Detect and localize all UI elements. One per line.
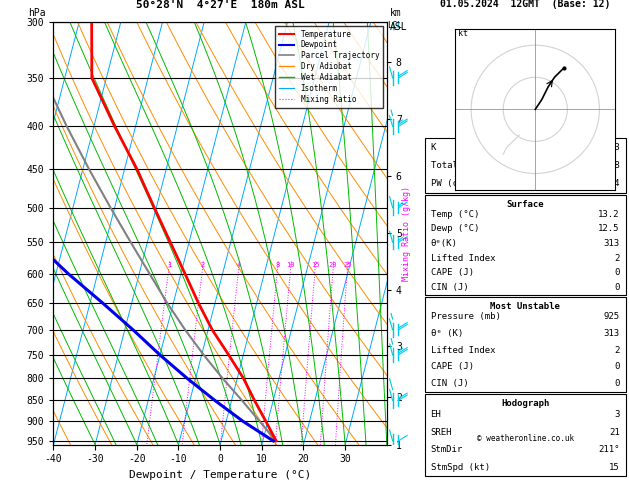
Text: 2.14: 2.14 <box>598 179 620 189</box>
Text: EH: EH <box>431 410 442 419</box>
Text: Mixing Ratio (g/kg): Mixing Ratio (g/kg) <box>403 186 411 281</box>
Text: CAPE (J): CAPE (J) <box>431 363 474 371</box>
Text: θᵉ(K): θᵉ(K) <box>431 239 457 248</box>
Text: PW (cm): PW (cm) <box>431 179 468 189</box>
Text: 48: 48 <box>609 161 620 170</box>
Text: θᵉ (K): θᵉ (K) <box>431 329 463 338</box>
X-axis label: Dewpoint / Temperature (°C): Dewpoint / Temperature (°C) <box>129 470 311 480</box>
Legend: Temperature, Dewpoint, Parcel Trajectory, Dry Adiobat, Wet Adiabat, Isotherm, Mi: Temperature, Dewpoint, Parcel Trajectory… <box>276 26 383 108</box>
Text: 1: 1 <box>167 262 171 268</box>
Text: 4: 4 <box>237 262 241 268</box>
Text: kt: kt <box>459 29 469 37</box>
Text: 12.5: 12.5 <box>598 225 620 233</box>
Text: 20: 20 <box>329 262 338 268</box>
Text: 21: 21 <box>609 428 620 437</box>
Bar <box>425 296 626 392</box>
Text: 2: 2 <box>201 262 205 268</box>
Text: km: km <box>390 8 402 18</box>
Text: CIN (J): CIN (J) <box>431 283 468 292</box>
Text: 2: 2 <box>615 346 620 355</box>
Text: Totals Totals: Totals Totals <box>431 161 501 170</box>
Text: ASL: ASL <box>390 21 408 32</box>
Text: 0: 0 <box>615 268 620 277</box>
Text: 0: 0 <box>615 363 620 371</box>
Text: 0: 0 <box>615 283 620 292</box>
Text: © weatheronline.co.uk: © weatheronline.co.uk <box>477 434 574 443</box>
Text: StmDir: StmDir <box>431 446 463 454</box>
Text: 23: 23 <box>609 143 620 152</box>
Text: Surface: Surface <box>506 200 544 209</box>
Text: 313: 313 <box>604 329 620 338</box>
Text: 313: 313 <box>604 239 620 248</box>
Text: 15: 15 <box>609 463 620 472</box>
Text: 211°: 211° <box>598 446 620 454</box>
Text: 15: 15 <box>311 262 320 268</box>
Text: 50°28'N  4°27'E  180m ASL: 50°28'N 4°27'E 180m ASL <box>136 0 304 10</box>
Text: Lifted Index: Lifted Index <box>431 346 495 355</box>
Text: 01.05.2024  12GMT  (Base: 12): 01.05.2024 12GMT (Base: 12) <box>440 0 610 9</box>
Text: Temp (°C): Temp (°C) <box>431 210 479 219</box>
Bar <box>425 195 626 295</box>
Text: Pressure (mb): Pressure (mb) <box>431 312 501 321</box>
Text: K: K <box>431 143 436 152</box>
Text: 13.2: 13.2 <box>598 210 620 219</box>
Text: 2: 2 <box>615 254 620 262</box>
Text: LCL: LCL <box>387 21 403 30</box>
Text: Dewp (°C): Dewp (°C) <box>431 225 479 233</box>
Text: StmSpd (kt): StmSpd (kt) <box>431 463 490 472</box>
Text: 925: 925 <box>604 312 620 321</box>
Text: SREH: SREH <box>431 428 452 437</box>
Bar <box>425 138 626 193</box>
Text: CIN (J): CIN (J) <box>431 379 468 388</box>
Text: Hodograph: Hodograph <box>501 399 549 408</box>
Text: 3: 3 <box>615 410 620 419</box>
Text: CAPE (J): CAPE (J) <box>431 268 474 277</box>
Bar <box>425 394 626 476</box>
Text: 10: 10 <box>286 262 295 268</box>
Text: 0: 0 <box>615 379 620 388</box>
Text: Most Unstable: Most Unstable <box>490 302 560 311</box>
Text: 8: 8 <box>276 262 280 268</box>
Text: hPa: hPa <box>28 8 46 18</box>
Text: Lifted Index: Lifted Index <box>431 254 495 262</box>
Text: 25: 25 <box>343 262 352 268</box>
